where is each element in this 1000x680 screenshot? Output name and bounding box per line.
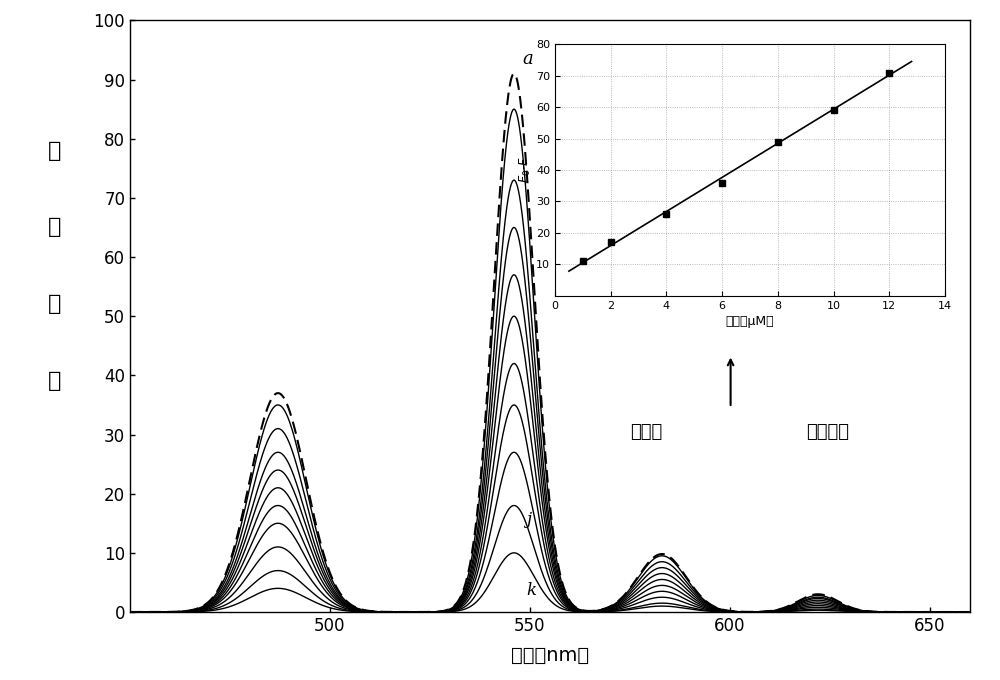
Text: 度: 度 — [48, 371, 61, 391]
Text: 强: 强 — [48, 294, 61, 314]
Text: j: j — [526, 511, 531, 528]
Y-axis label: $F_0$-$F$: $F_0$-$F$ — [518, 156, 533, 184]
Text: a: a — [522, 50, 533, 68]
Text: 荧: 荧 — [48, 141, 61, 160]
Text: 光: 光 — [48, 218, 61, 237]
Text: 丙溄磷: 丙溄磷 — [630, 423, 663, 441]
Text: k: k — [526, 582, 536, 600]
X-axis label: 浓度（μM）: 浓度（μM） — [726, 315, 774, 328]
Text: 浓度增加: 浓度增加 — [806, 423, 849, 441]
X-axis label: 波长（nm）: 波长（nm） — [511, 646, 589, 665]
